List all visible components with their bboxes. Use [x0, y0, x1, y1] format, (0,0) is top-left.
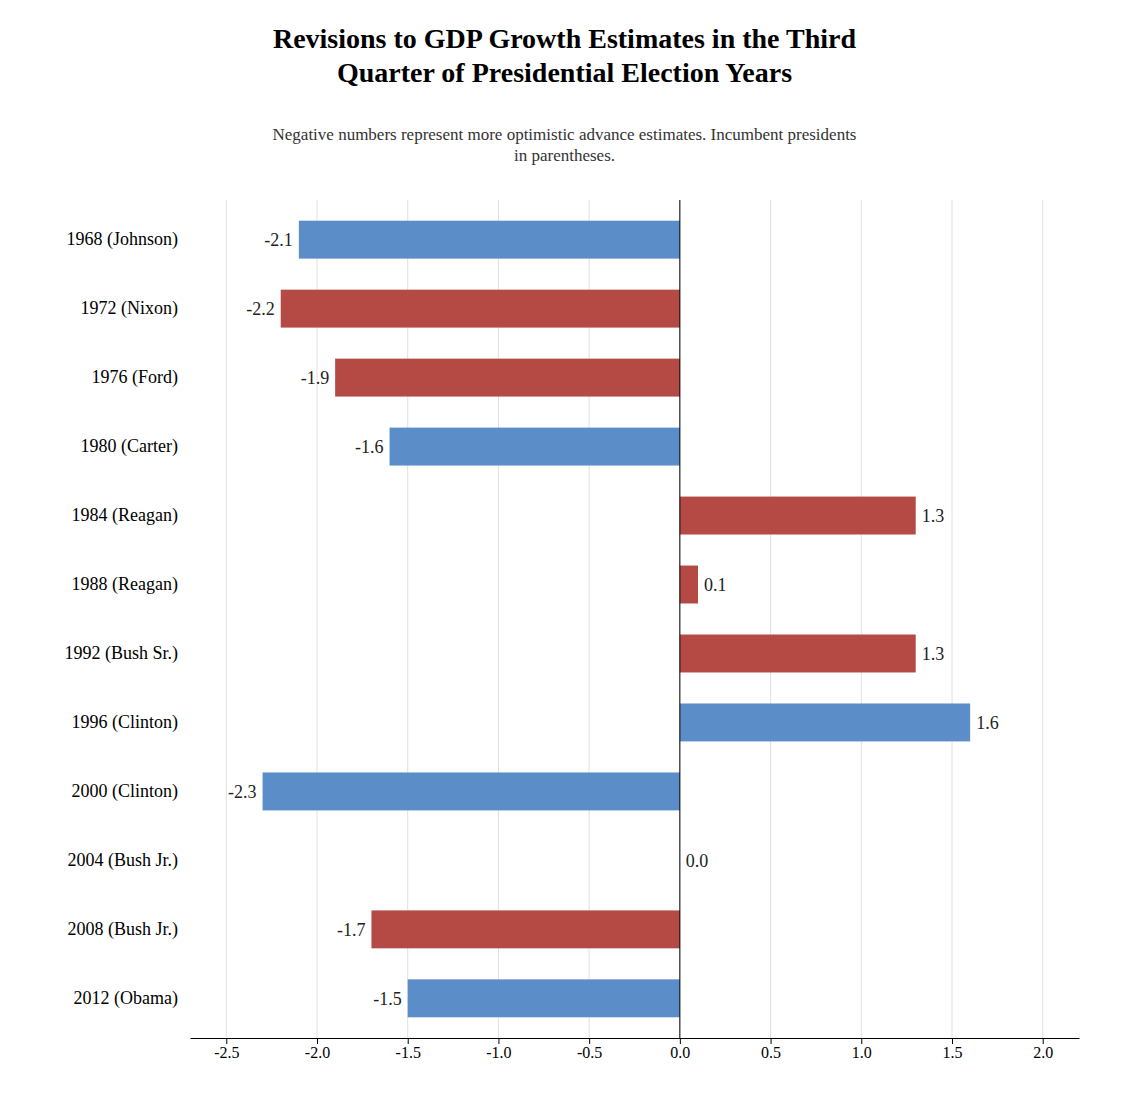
x-tick-label: -1.5 [396, 1044, 421, 1061]
y-tick: 1972 (Nixon) [81, 298, 191, 319]
x-tick: -0.5 [577, 1038, 602, 1061]
x-tick: 1.5 [943, 1038, 963, 1061]
bar [680, 635, 916, 673]
bars [263, 221, 971, 1018]
x-tick-mark [861, 1038, 862, 1044]
y-tick: 1976 (Ford) [92, 367, 191, 388]
category-label: 1988 (Reagan) [72, 574, 178, 595]
x-tick: -2.5 [214, 1038, 239, 1061]
category-label: 2012 (Obama) [74, 988, 178, 1009]
y-tick: 1992 (Bush Sr.) [64, 643, 190, 664]
grid-line [952, 200, 953, 1038]
y-tick: 1996 (Clinton) [72, 712, 191, 733]
bar [371, 910, 679, 948]
x-tick-label: 0.5 [761, 1044, 781, 1061]
x-tick: 1.0 [852, 1038, 872, 1061]
x-tick-mark [952, 1038, 953, 1044]
background [0, 0, 1129, 1108]
x-tick: 0.0 [670, 1038, 690, 1061]
y-axis: 1968 (Johnson) 1972 (Nixon) 1976 (Ford) 198… [64, 229, 190, 1009]
bar [281, 290, 680, 328]
y-tick: 1984 (Reagan) [72, 505, 190, 526]
data-label: -2.1 [264, 230, 293, 250]
x-tick-mark [680, 1038, 681, 1044]
x-tick-label: -2.0 [305, 1044, 330, 1061]
x-tick-mark [589, 1038, 590, 1044]
x-tick-label: 2.0 [1033, 1044, 1053, 1061]
category-label: 2008 (Bush Jr.) [67, 919, 178, 940]
y-tick: 2000 (Clinton) [72, 781, 191, 802]
x-tick-label: 0.0 [670, 1044, 690, 1061]
bar [680, 497, 916, 535]
category-label: 1984 (Reagan) [72, 505, 178, 526]
title-line: Quarter of Presidential Election Years [337, 57, 792, 88]
data-label: -2.3 [228, 782, 256, 802]
data-label: -1.7 [337, 920, 366, 940]
x-tick-mark [408, 1038, 409, 1044]
chart: Revisions to GDP Growth Estimates in the… [0, 0, 1129, 1108]
bar [680, 703, 970, 741]
x-tick: -2.0 [305, 1038, 330, 1061]
x-tick-label: 1.0 [852, 1044, 872, 1061]
data-label: -1.5 [373, 989, 402, 1009]
x-tick: 0.5 [761, 1038, 781, 1061]
category-label: 1980 (Carter) [81, 436, 178, 457]
bar [390, 428, 680, 466]
x-tick-mark [498, 1038, 499, 1044]
category-label: 1968 (Johnson) [67, 229, 179, 250]
y-tick: 2004 (Bush Jr.) [67, 850, 190, 871]
zero-line [679, 200, 680, 1038]
title: Revisions to GDP Growth Estimates in the… [273, 23, 857, 88]
data-label: 0.0 [686, 851, 709, 871]
title-line: Revisions to GDP Growth Estimates in the… [273, 23, 857, 54]
subtitle: Negative numbers represent more optimist… [273, 125, 857, 165]
data-label: -2.2 [246, 299, 275, 319]
subtitle-line: in parentheses. [514, 146, 615, 165]
category-label: 2004 (Bush Jr.) [67, 850, 178, 871]
grid-line [1042, 200, 1043, 1038]
category-label: 2000 (Clinton) [72, 781, 179, 802]
grid-line [679, 200, 680, 1038]
category-label: 1976 (Ford) [92, 367, 179, 388]
x-tick-mark [226, 1038, 227, 1044]
bar [335, 359, 680, 397]
y-tick: 1968 (Johnson) [67, 229, 191, 250]
grid [226, 200, 1042, 1038]
data-labels: -2.1 -2.2 -1.9 -1.6 1.3 0.1 1.3 1.6 -2.3 0.0 -1.7 -… [228, 230, 999, 1009]
x-tick-mark [317, 1038, 318, 1044]
x-axis-line [191, 1038, 1080, 1039]
data-label: 1.6 [976, 713, 999, 733]
x-axis: -2.5 -2.0 -1.5 -1.0 -0.5 0.0 0.5 1.0 1.5 2.0 [191, 1038, 1080, 1061]
x-tick-label: -0.5 [577, 1044, 602, 1061]
grid-line [226, 200, 227, 1038]
subtitle-line: Negative numbers represent more optimist… [273, 125, 857, 144]
category-label: 1996 (Clinton) [72, 712, 179, 733]
bar [263, 772, 680, 810]
x-tick-label: -2.5 [214, 1044, 239, 1061]
y-tick: 1988 (Reagan) [72, 574, 190, 595]
bar [299, 221, 680, 259]
y-tick: 2008 (Bush Jr.) [67, 919, 190, 940]
data-label: -1.9 [301, 368, 330, 388]
x-tick: -1.5 [396, 1038, 421, 1061]
x-tick: -1.0 [486, 1038, 511, 1061]
bar [680, 566, 698, 604]
data-label: 0.1 [704, 575, 727, 595]
bar [408, 979, 680, 1017]
plot: -2.5 -2.0 -1.5 -1.0 -0.5 0.0 0.5 1.0 1.5 2.0 1968 … [64, 200, 1079, 1061]
data-label: 1.3 [922, 644, 945, 664]
x-tick-label: -1.0 [486, 1044, 511, 1061]
y-tick: 2012 (Obama) [74, 988, 190, 1009]
category-label: 1972 (Nixon) [81, 298, 179, 319]
data-label: -1.6 [355, 437, 384, 457]
grid-line [861, 200, 862, 1038]
x-tick-label: 1.5 [943, 1044, 963, 1061]
x-tick-mark [771, 1038, 772, 1044]
category-label: 1992 (Bush Sr.) [64, 643, 178, 664]
data-label: 1.3 [922, 506, 945, 526]
y-tick: 1980 (Carter) [81, 436, 190, 457]
x-tick: 2.0 [1033, 1038, 1053, 1061]
x-tick-mark [1043, 1038, 1044, 1044]
grid-line [770, 200, 771, 1038]
